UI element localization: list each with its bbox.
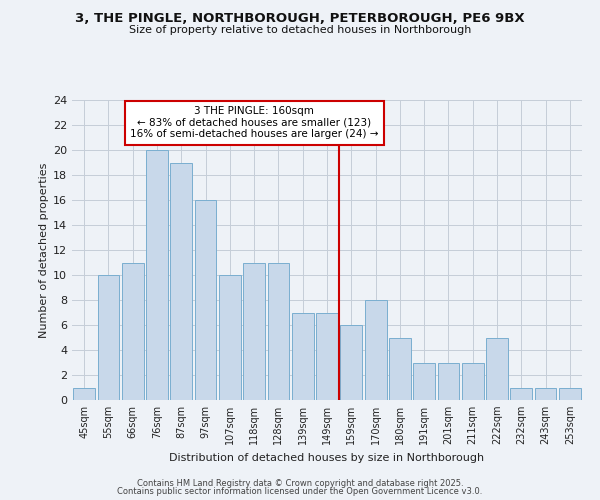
Bar (146, 150, 168, 400)
Bar (462, 362, 484, 400)
Bar (413, 362, 435, 400)
Bar (292, 312, 314, 400)
Bar (97, 275, 119, 400)
Bar (535, 388, 556, 400)
Y-axis label: Number of detached properties: Number of detached properties (39, 162, 49, 338)
Bar (219, 275, 241, 400)
Bar (437, 362, 460, 400)
Bar (73, 388, 95, 400)
Text: 3, THE PINGLE, NORTHBOROUGH, PETERBOROUGH, PE6 9BX: 3, THE PINGLE, NORTHBOROUGH, PETERBOROUG… (75, 12, 525, 26)
Bar (316, 312, 338, 400)
Bar (170, 162, 192, 400)
Bar (486, 338, 508, 400)
X-axis label: Distribution of detached houses by size in Northborough: Distribution of detached houses by size … (169, 452, 485, 462)
Text: Contains public sector information licensed under the Open Government Licence v3: Contains public sector information licen… (118, 487, 482, 496)
Bar (122, 262, 143, 400)
Bar (389, 338, 411, 400)
Text: Contains HM Land Registry data © Crown copyright and database right 2025.: Contains HM Land Registry data © Crown c… (137, 478, 463, 488)
Bar (243, 262, 265, 400)
Bar (340, 325, 362, 400)
Text: Size of property relative to detached houses in Northborough: Size of property relative to detached ho… (129, 25, 471, 35)
Bar (365, 300, 386, 400)
Text: 3 THE PINGLE: 160sqm
← 83% of detached houses are smaller (123)
16% of semi-deta: 3 THE PINGLE: 160sqm ← 83% of detached h… (130, 106, 379, 140)
Bar (194, 200, 217, 400)
Bar (559, 388, 581, 400)
Bar (511, 388, 532, 400)
Bar (268, 262, 289, 400)
